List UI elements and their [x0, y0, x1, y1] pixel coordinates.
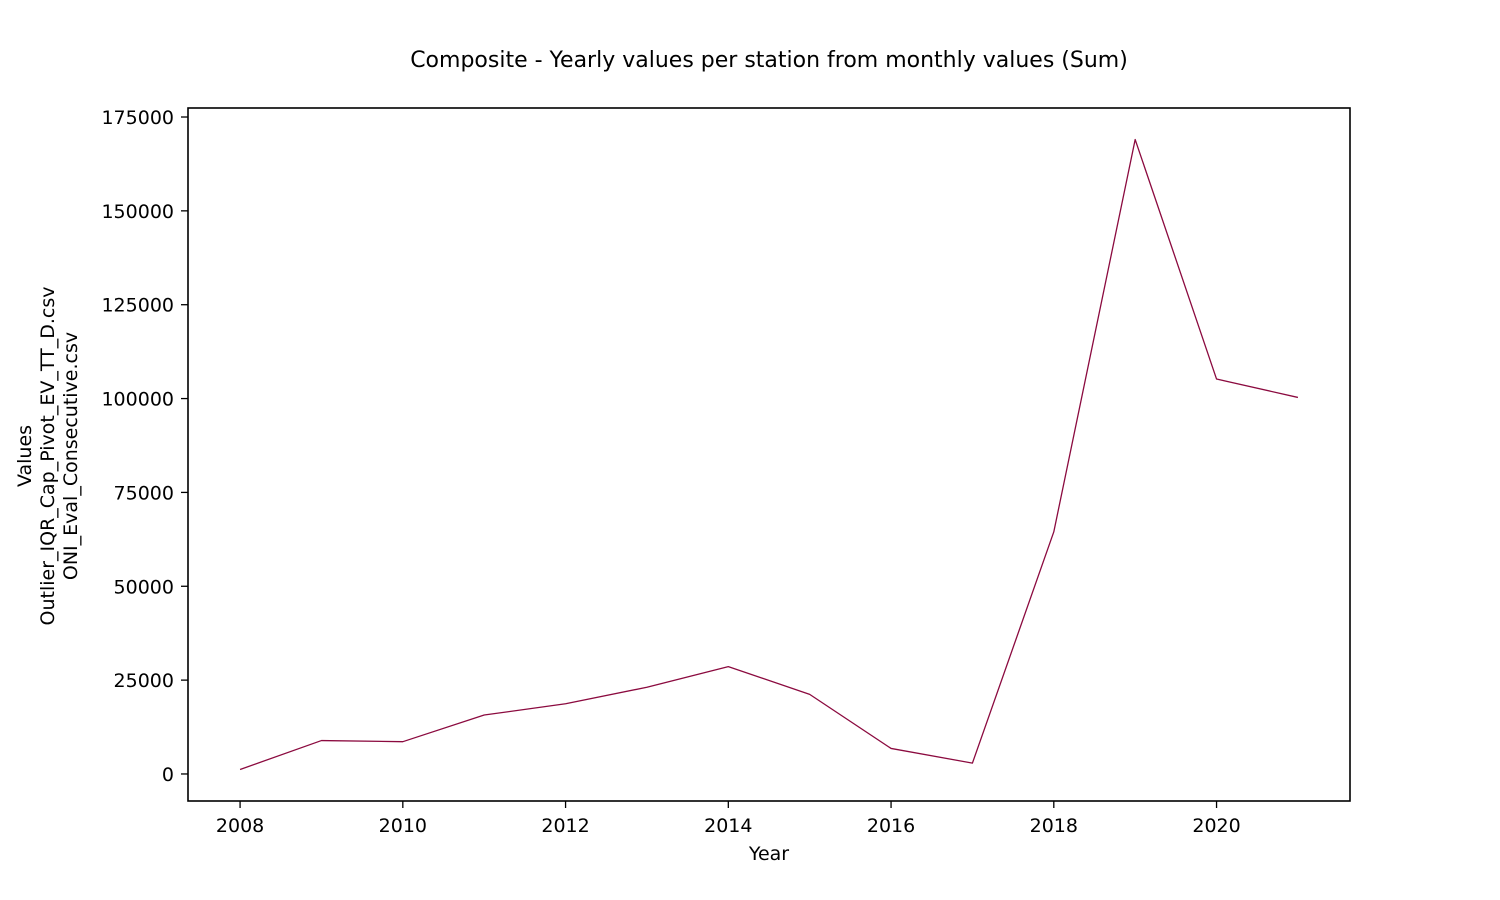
- x-tick-label: 2012: [541, 815, 589, 837]
- y-axis-label-line-2: Outlier_IQR_Cap_Pivot_EV_TT_D.csv: [37, 286, 59, 625]
- x-tick-label: 2020: [1192, 815, 1240, 837]
- series-layer: [239, 138, 1299, 771]
- series-line: [239, 138, 1299, 771]
- y-tick-label: 0: [162, 764, 174, 786]
- y-tick-label: 75000: [114, 482, 174, 504]
- x-axis-ticks: 2008 2010 2012 2014 2016 2018 2020: [216, 801, 1241, 837]
- x-tick-label: 2010: [379, 815, 427, 837]
- x-tick-label: 2016: [867, 815, 915, 837]
- x-tick-label: 2008: [216, 815, 264, 837]
- x-tick-label: 2018: [1030, 815, 1078, 837]
- chart-title: Composite - Yearly values per station fr…: [410, 48, 1128, 73]
- y-tick-label: 125000: [101, 295, 174, 317]
- x-tick-label: 2014: [704, 815, 752, 837]
- y-axis-label: Values Outlier_IQR_Cap_Pivot_EV_TT_D.csv…: [14, 286, 82, 625]
- y-tick-label: 25000: [114, 670, 174, 692]
- y-axis-ticks: 0 25000 50000 75000 100000 125000 150000 175000: [101, 107, 188, 786]
- y-tick-label: 150000: [101, 201, 174, 223]
- plot-area-frame: [187, 107, 1351, 802]
- y-axis-label-line-3: ONI_Eval_Consecutive.csv: [60, 332, 82, 580]
- x-axis-label: Year: [748, 843, 789, 865]
- y-tick-label: 175000: [101, 107, 174, 129]
- y-axis-label-line-1: Values: [14, 425, 36, 487]
- y-tick-label: 100000: [101, 389, 174, 411]
- y-tick-label: 50000: [114, 576, 174, 598]
